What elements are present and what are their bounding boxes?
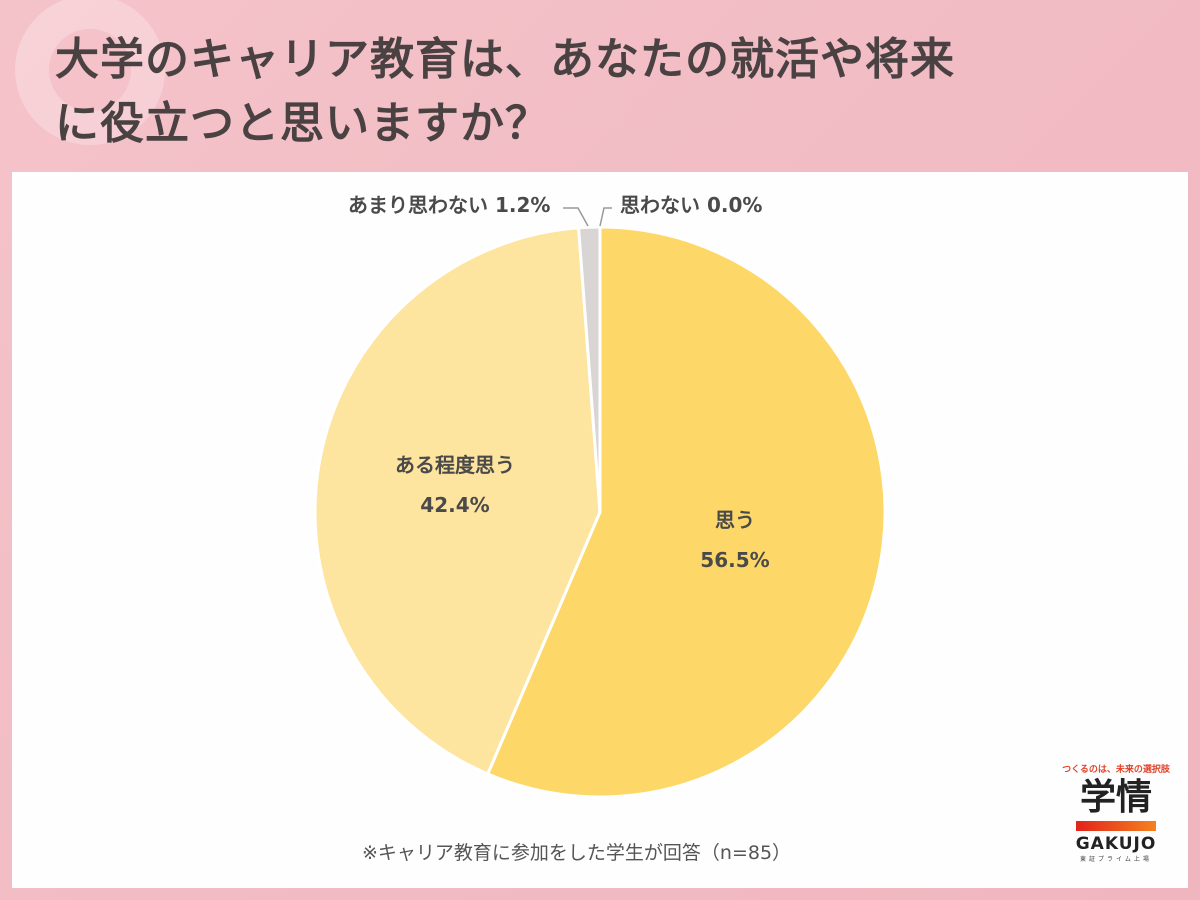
logo-bar — [1076, 821, 1156, 831]
label-aru-teido: ある程度思う 42.4% — [380, 450, 530, 520]
slice-omou — [485, 225, 887, 799]
label-omou-name: 思う — [715, 508, 755, 532]
logo-name: GAKUJO — [1075, 834, 1157, 854]
title-line-1: 大学のキャリア教育は、あなたの就活や将来 — [55, 34, 955, 85]
slice-amari — [576, 225, 602, 513]
logo-kanji: 学情 — [1079, 777, 1152, 818]
slice-aru-teido — [313, 226, 602, 776]
page-title: 大学のキャリア教育は、あなたの就活や将来 に役立つと思いますか？ — [55, 28, 1155, 156]
logo-sub: 東証プライム上場 — [1080, 856, 1152, 863]
logo-tagline: つくるのは、未来の選択肢 — [1062, 765, 1170, 775]
label-aru-teido-name: ある程度思う — [395, 453, 515, 477]
leader-line-amari — [563, 207, 589, 227]
label-omou: 思う 56.5% — [680, 505, 790, 575]
label-aru-teido-value: 42.4% — [420, 493, 490, 517]
label-amari-omowanai: あまり思わない 1.2% — [348, 193, 551, 217]
footnote: ※キャリア教育に参加をした学生が回答（n=85） — [362, 842, 792, 864]
label-omou-value: 56.5% — [700, 548, 770, 572]
leader-line-omowanai — [599, 207, 612, 227]
gakujo-logo: つくるのは、未来の選択肢 学情 GAKUJO 東証プライム上場 — [1058, 762, 1174, 863]
title-line-2: に役立つと思いますか？ — [55, 98, 550, 149]
label-omowanai: 思わない 0.0% — [620, 193, 763, 217]
